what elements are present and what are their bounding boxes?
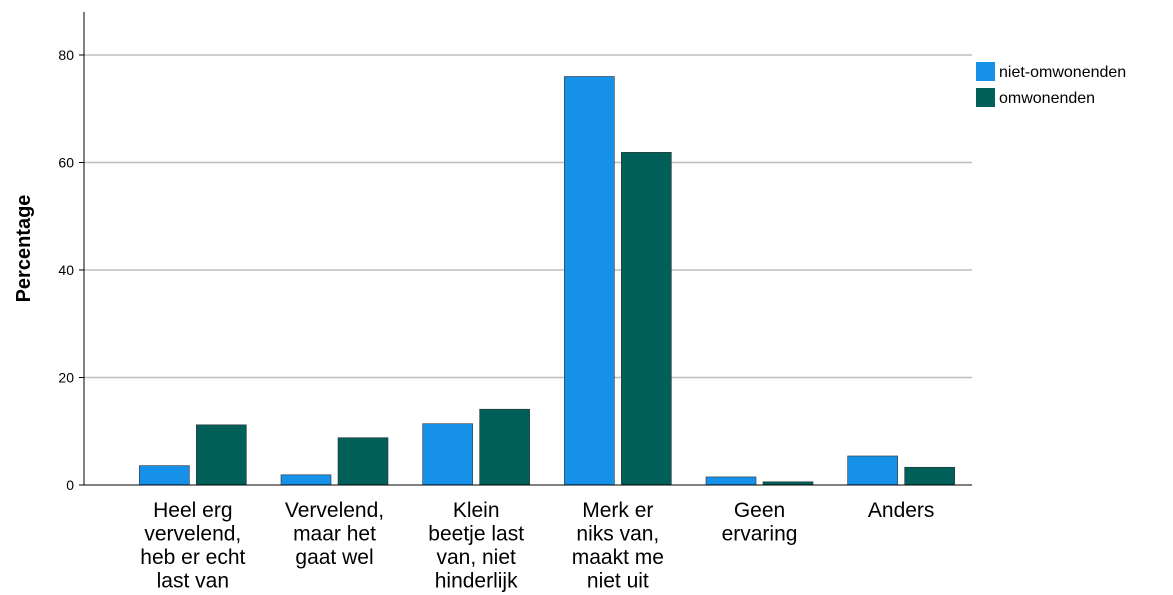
bar-niet-omwonenden-3 (564, 76, 615, 486)
x-tick-label-line: maar het (293, 523, 376, 546)
bar-niet-omwonenden-1 (280, 474, 332, 486)
bar-omwonenden-5 (904, 466, 955, 486)
x-tick-label-line: van, niet (436, 546, 516, 569)
bar-omwonenden-0 (196, 424, 247, 486)
legend-swatch (976, 62, 995, 81)
axes (79, 12, 972, 486)
x-tick-label-line: Vervelend, (285, 499, 384, 522)
bar-omwonenden-2 (479, 408, 530, 486)
y-tick-label: 20 (58, 370, 74, 386)
x-tick-label: Merk er niks van, maakt me niet uit (572, 499, 664, 593)
y-tick-label: 60 (58, 155, 74, 171)
x-tick-label-line: last van (157, 570, 229, 593)
legend-label: niet-omwonenden (999, 64, 1126, 81)
bar-niet-omwonenden-5 (847, 455, 898, 486)
gridlines (84, 54, 972, 379)
x-tick-label-line: vervelend, (144, 523, 241, 546)
x-tick-label-line: beetje last (428, 523, 524, 546)
x-tick-label-line: hinderlijk (435, 570, 518, 593)
legend-label: omwonenden (999, 90, 1095, 107)
y-tick-label: 40 (58, 262, 74, 278)
x-tick-label: Anders (868, 499, 935, 522)
x-tick-label-line: heb er echt (140, 546, 245, 569)
legend: niet-omwonenden omwonenden (976, 62, 1126, 107)
x-tick-label-line: Geen (734, 499, 785, 522)
bar-omwonenden-3 (621, 151, 672, 486)
x-tick-label: Vervelend, maar het gaat wel (285, 499, 384, 569)
bar-niet-omwonenden-0 (139, 465, 190, 486)
x-tick-label-line: niks van, (576, 523, 659, 546)
x-tick-label: Heel erg vervelend, heb er echt last van (140, 499, 245, 593)
x-tick-label-line: maakt me (572, 546, 664, 569)
x-tick-label-line: Heel erg (153, 499, 232, 522)
x-tick-label-line: ervaring (722, 523, 798, 546)
x-tick-label: Geen ervaring (722, 499, 798, 546)
x-tick-label: Klein beetje last van, niet hinderlijk (428, 499, 524, 593)
bar-niet-omwonenden-4 (705, 476, 757, 486)
y-axis-label: Percentage (13, 195, 35, 303)
x-tick-label-line: Klein (453, 499, 500, 522)
x-tick-label-line: Anders (868, 499, 935, 522)
bars (139, 76, 955, 486)
legend-swatch (976, 88, 995, 107)
bar-omwonenden-1 (337, 437, 389, 486)
y-tick-labels: 0 20 40 60 80 (58, 47, 74, 493)
bar-niet-omwonenden-2 (422, 423, 473, 486)
y-tick-label: 0 (66, 477, 74, 493)
x-tick-label-line: niet uit (587, 570, 649, 593)
x-tick-labels: Heel erg vervelend, heb er echt last van Ver… (140, 499, 934, 593)
y-tick-label: 80 (58, 47, 74, 63)
x-tick-label-line: gaat wel (295, 546, 373, 569)
x-tick-label-line: Merk er (582, 499, 653, 522)
